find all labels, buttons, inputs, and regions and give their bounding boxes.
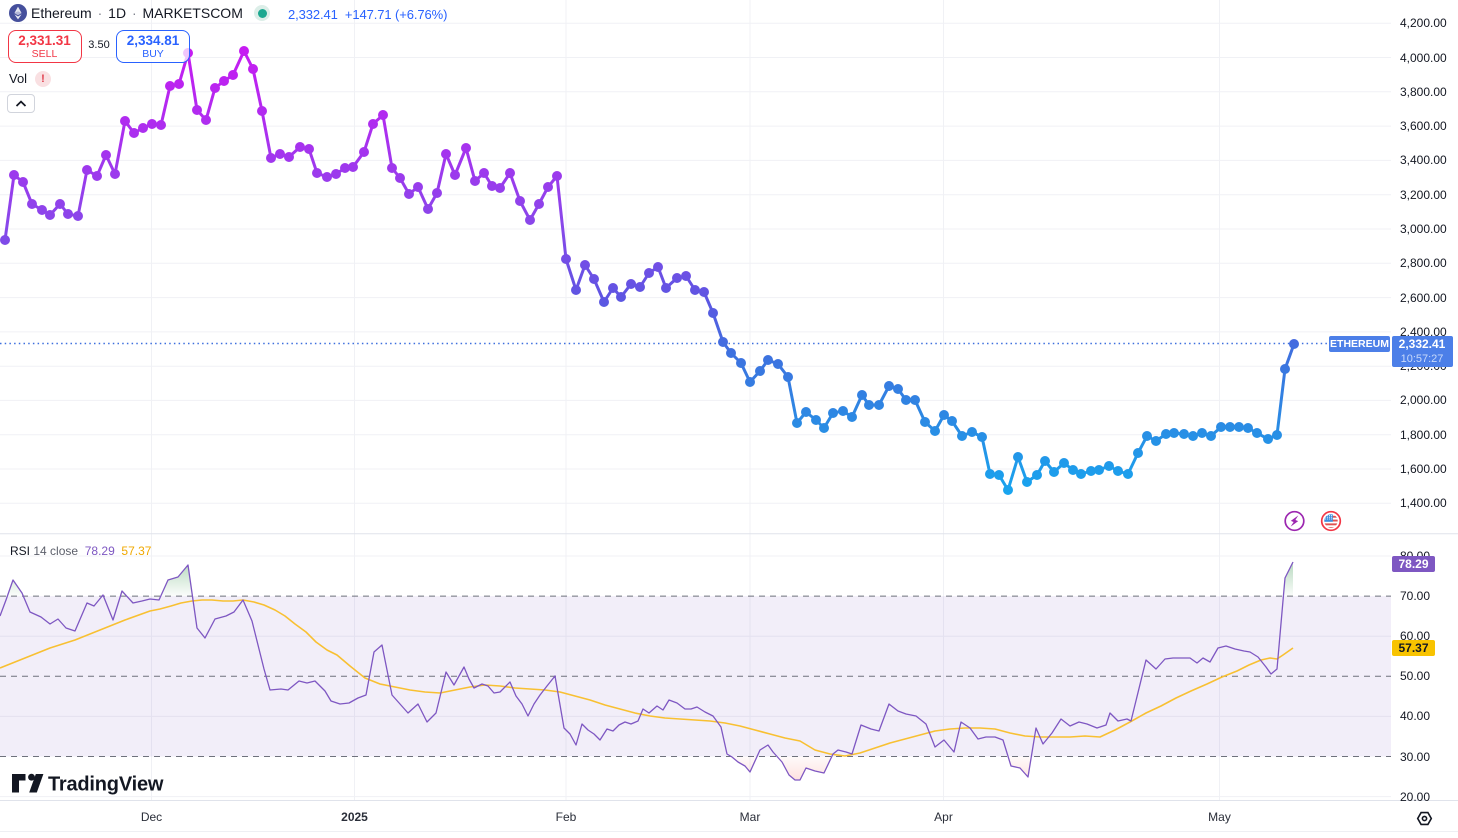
svg-text:TradingView: TradingView bbox=[48, 774, 164, 796]
